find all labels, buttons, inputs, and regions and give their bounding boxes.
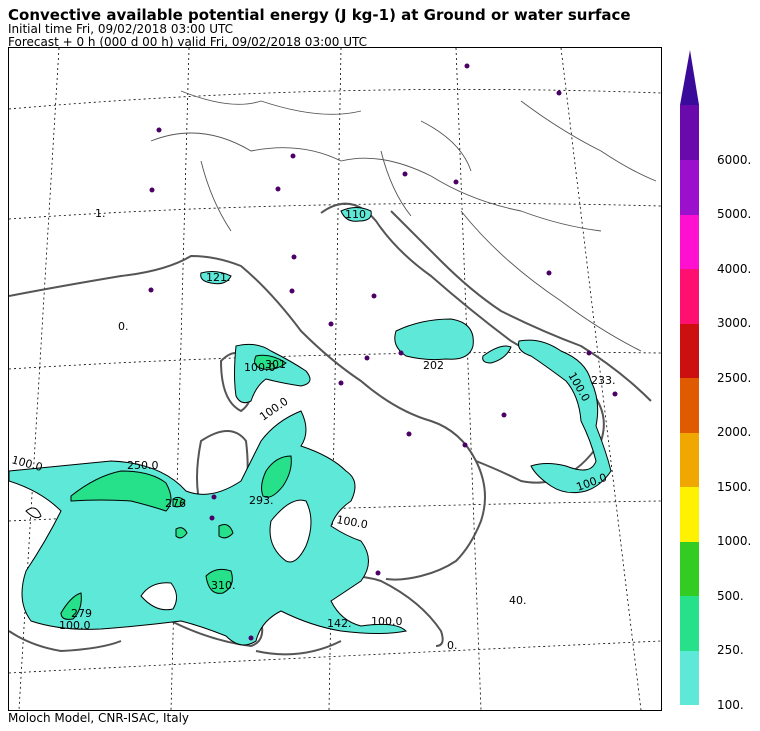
borders — [150, 90, 657, 352]
colorbar-swatch — [680, 214, 699, 269]
model-credit: Moloch Model, CNR-ISAC, Italy — [8, 711, 190, 725]
cape-map: 1. 0. 121. 110 202 100.0 301 100.0 100.0… — [9, 48, 661, 710]
label-276: 276 — [165, 497, 186, 510]
label-100-south: 100.0 — [335, 513, 368, 531]
cape-100-contours — [9, 207, 612, 646]
label-100-ionian: 100.0 — [371, 615, 403, 628]
label-121: 121. — [206, 271, 231, 284]
map-panel: 1. 0. 121. 110 202 100.0 301 100.0 100.0… — [8, 47, 662, 711]
colorbar-swatch — [680, 541, 699, 596]
label-301: 301 — [265, 358, 286, 371]
colorbar-swatch — [680, 595, 699, 651]
colorbar-swatch — [680, 105, 699, 160]
colorbar-arrow-icon — [680, 50, 699, 105]
colorbar-swatch — [680, 432, 699, 487]
colorbar-swatch — [680, 377, 699, 433]
colorbar-label: 500. — [717, 588, 744, 603]
station-dots — [148, 63, 618, 641]
colorbar-label: 100. — [717, 697, 744, 712]
label-100-corsica: 100.0 — [244, 361, 276, 374]
label-202: 202 — [423, 359, 444, 372]
cape-holes — [25, 499, 312, 611]
colorbar-swatch — [680, 650, 699, 705]
colorbar-label: 2000. — [717, 425, 752, 439]
colorbar-label: 3000. — [717, 316, 752, 330]
colorbar-label: 4000. — [717, 261, 752, 276]
colorbar-label: 1000. — [717, 534, 752, 548]
label-233: 233. — [591, 374, 616, 387]
colorbar-label: 5000. — [717, 207, 752, 221]
label-40: 40. — [509, 594, 527, 607]
label-1: 1. — [95, 207, 106, 220]
colorbar-label: 6000. — [717, 152, 752, 167]
colorbar-label: 250. — [717, 643, 744, 657]
map-title: Convective available potential energy (J… — [8, 6, 631, 24]
colorbar-label: 2500. — [717, 370, 752, 385]
colorbar-swatch — [680, 486, 699, 542]
colorbar-swatch — [680, 159, 699, 215]
label-250: 250.0 — [127, 459, 159, 472]
colorbar-swatch — [680, 323, 699, 378]
label-310: 310. — [211, 579, 236, 592]
colorbar: 100. 250. 500. 1000. 1500. 2000. 2500. 3000. 400… — [680, 50, 760, 712]
label-100-sw: 100.0 — [59, 619, 91, 632]
label-0-west: 0. — [118, 320, 129, 333]
colorbar-label: 1500. — [717, 479, 752, 494]
label-279: 279 — [71, 607, 92, 620]
initial-time: Initial time Fri, 09/02/2018 03:00 UTC — [8, 22, 234, 36]
cape-250-contours — [60, 354, 292, 620]
label-142: 142. — [327, 617, 352, 630]
label-293: 293. — [249, 494, 274, 507]
forecast-valid-time: Forecast + 0 h (000 d 00 h) valid Fri, 0… — [8, 35, 367, 49]
label-110: 110 — [345, 208, 366, 221]
colorbar-swatch — [680, 268, 699, 324]
label-0-south: 0. — [447, 639, 458, 652]
